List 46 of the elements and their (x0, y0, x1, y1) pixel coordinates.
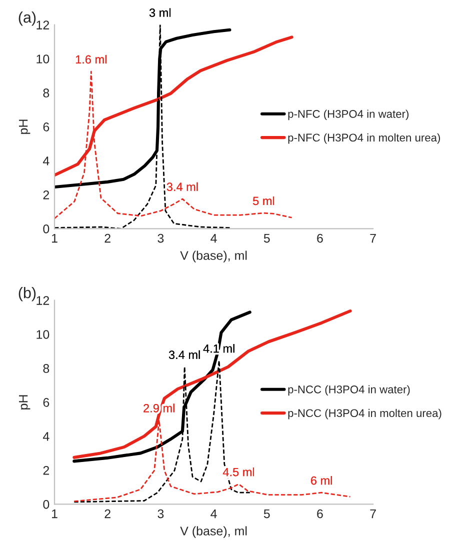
x-tick-label: 4 (210, 509, 217, 518)
y-tick-label: 4 (42, 432, 50, 441)
x-tick-label: 3 (158, 234, 164, 243)
x-tick-label: 5 (264, 509, 270, 518)
legend-label: p-NFC (H3PO4 in molten urea) (288, 133, 440, 144)
annotation: 4.5 ml (222, 468, 254, 476)
x-tick-label: 3 (158, 509, 164, 518)
x-axis-title: V (base), ml (180, 250, 247, 262)
y-tick-label: 10 (36, 54, 50, 64)
x-tick-label: 7 (370, 234, 376, 243)
annotation: 3.4 ml (166, 182, 198, 192)
legend-label: p-NCC (H3PO4 in water) (288, 385, 410, 396)
chart-title: (a) (18, 12, 36, 26)
y-tick-label: 8 (43, 88, 50, 98)
y-tick-label: 2 (43, 190, 50, 200)
y-tick-label: 2 (43, 466, 50, 475)
y-tick-label: 6 (43, 122, 50, 132)
x-tick-label: 2 (104, 234, 110, 243)
annotation: 5 ml (253, 196, 274, 206)
x-tick-label: 1 (52, 234, 58, 243)
annotation: 3.4 ml (168, 350, 200, 360)
y-tick-label: 4 (42, 156, 50, 166)
annotation: 3 ml (149, 8, 171, 17)
annotation: 1.6 ml (76, 54, 106, 64)
x-tick-label: 7 (370, 509, 376, 518)
legend-label: p-NFC (H3PO4 in water) (288, 110, 408, 120)
x-axis-title: V (base), ml (180, 526, 247, 538)
y-tick-label: 8 (43, 364, 50, 373)
legend-label: p-NCC (H3PO4 in molten urea) (288, 408, 442, 420)
chart-title: (b) (18, 287, 36, 302)
x-tick-label: 4 (210, 234, 217, 243)
y-tick-label: 0 (43, 500, 50, 509)
y-tick-label: 12 (36, 296, 50, 305)
annotation: 2.9 ml (144, 404, 174, 412)
y-tick-label: 6 (43, 398, 50, 407)
y-tick-label: 12 (36, 20, 50, 30)
x-tick-label: 6 (317, 509, 323, 518)
y-tick-label: 0 (43, 224, 50, 234)
y-axis-title: pH (19, 395, 30, 410)
x-tick-label: 5 (264, 234, 270, 243)
y-tick-label: 10 (36, 330, 50, 339)
annotation: 6 ml (310, 476, 332, 485)
y-axis-title: pH (19, 120, 30, 134)
x-tick-label: 2 (104, 509, 110, 518)
x-tick-label: 6 (317, 234, 323, 243)
x-tick-label: 1 (52, 509, 58, 518)
